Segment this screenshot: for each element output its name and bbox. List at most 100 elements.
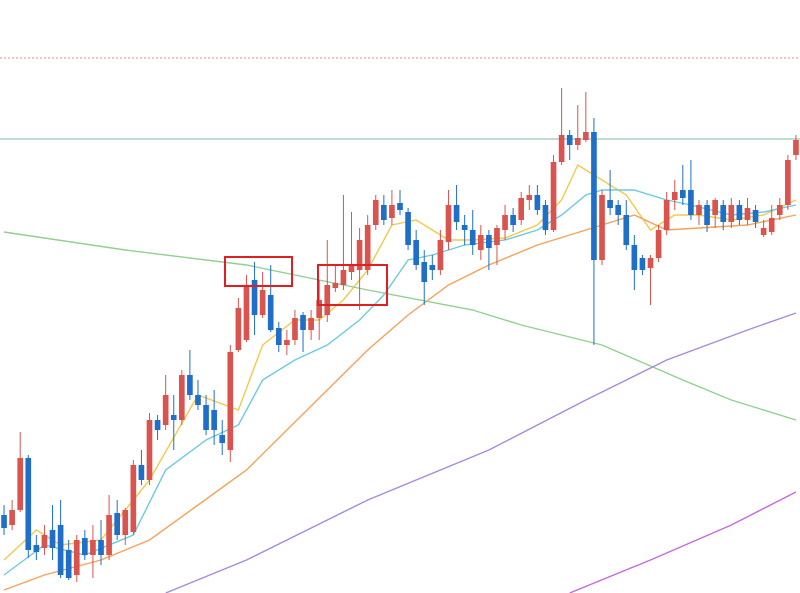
candle-body <box>138 465 145 480</box>
candle-body <box>405 212 411 245</box>
candle-body <box>591 132 597 260</box>
candle-body <box>413 240 419 265</box>
candle-body <box>542 205 549 230</box>
candle-body <box>526 195 533 200</box>
candle-body <box>154 420 161 430</box>
candle-body <box>146 420 153 480</box>
candle-body <box>332 283 339 288</box>
candle-body <box>389 205 395 218</box>
candle-body <box>17 458 24 510</box>
candle-body <box>663 200 670 230</box>
candle-body <box>381 205 387 220</box>
candle-body <box>211 410 217 430</box>
candle-body <box>284 340 290 345</box>
candle-body <box>429 265 436 270</box>
candle-body <box>41 535 48 548</box>
candle-body <box>300 315 306 330</box>
candle-body <box>33 545 40 552</box>
candle-body <box>469 230 476 245</box>
candle-body <box>292 318 298 340</box>
moving-average <box>3 163 797 561</box>
candle-body <box>768 218 775 232</box>
candle-body <box>776 205 783 215</box>
candle-body <box>57 525 64 575</box>
candle-body <box>259 290 266 315</box>
candle-body <box>348 265 355 272</box>
candle-body <box>187 375 193 395</box>
candle-body <box>574 138 581 145</box>
candle-body <box>550 162 557 230</box>
candle-body <box>704 205 710 225</box>
candle-body <box>558 135 565 162</box>
candle-body <box>235 308 242 350</box>
candle-body <box>98 540 104 555</box>
candle-body <box>583 132 589 140</box>
candle-body <box>114 513 120 535</box>
candle-body <box>340 270 347 285</box>
candle-body <box>178 375 185 420</box>
candle-body <box>453 205 460 222</box>
candle-body <box>316 300 323 318</box>
candle-body <box>170 415 177 420</box>
candle-body <box>671 192 678 200</box>
candle-body <box>25 458 32 550</box>
candle-body <box>195 395 201 405</box>
candle-body <box>106 515 112 555</box>
candle-body <box>437 240 444 270</box>
candle-body <box>744 208 751 220</box>
candle-body <box>785 160 791 205</box>
candle-body <box>267 295 274 330</box>
candle-body <box>566 135 573 145</box>
candle-body <box>647 258 654 268</box>
candle-body <box>162 395 169 425</box>
candle-body <box>324 285 331 315</box>
candle-body <box>82 538 88 555</box>
candle-body <box>65 550 72 578</box>
candle-body <box>275 328 282 345</box>
candle-body <box>421 262 428 282</box>
candle-body <box>122 510 129 535</box>
candle-body <box>712 200 718 215</box>
candle-body <box>494 228 500 245</box>
candle-body <box>760 228 767 235</box>
candle-body <box>397 203 403 210</box>
candle-body <box>243 285 250 340</box>
candle-body <box>510 215 516 225</box>
candle-body <box>615 205 622 215</box>
candle-body <box>502 215 508 230</box>
candle-body <box>518 198 525 220</box>
candle-body <box>219 435 226 443</box>
candle-body <box>1 515 7 528</box>
candle-body <box>752 210 759 222</box>
candle-body <box>251 280 258 315</box>
candle-body <box>227 352 234 450</box>
candle-body <box>486 235 492 248</box>
candle-body <box>639 258 646 270</box>
candle-body <box>728 205 735 222</box>
candle-body <box>688 190 694 215</box>
moving-average <box>3 214 797 591</box>
candle-body <box>607 200 613 208</box>
candle-body <box>477 235 484 250</box>
candle-body <box>9 510 15 525</box>
candle-body <box>461 225 468 230</box>
candle-body <box>49 530 56 548</box>
candle-body <box>364 225 371 270</box>
candle-body <box>680 190 686 198</box>
candle-body <box>90 540 96 555</box>
candle-body <box>356 240 363 270</box>
candle-body <box>203 405 209 430</box>
candle-body <box>73 540 80 575</box>
candle-body <box>445 205 452 242</box>
candle-body <box>130 465 137 532</box>
moving-average <box>165 312 797 593</box>
moving-average <box>3 189 797 576</box>
moving-average <box>569 491 797 593</box>
candle-body <box>372 200 379 225</box>
candle-body <box>623 215 630 245</box>
candle-body <box>599 195 605 260</box>
candle-body <box>720 205 727 222</box>
moving-average <box>3 231 797 421</box>
highlight-box <box>224 256 293 287</box>
